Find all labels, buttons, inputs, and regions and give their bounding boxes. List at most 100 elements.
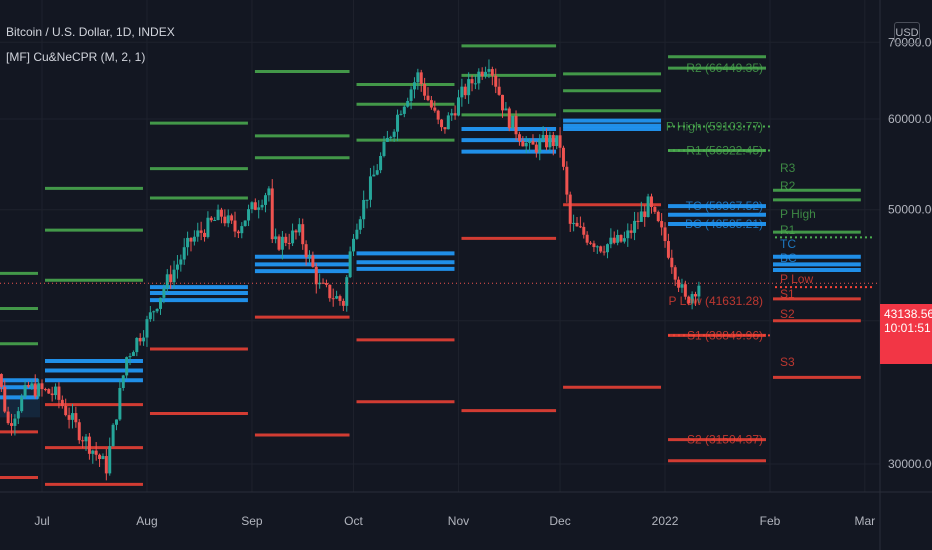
candle-body bbox=[338, 296, 342, 301]
candle-body bbox=[240, 226, 244, 234]
candle-body bbox=[690, 294, 694, 304]
candle-body bbox=[575, 222, 579, 227]
candle-body bbox=[548, 135, 552, 148]
candle-body bbox=[70, 413, 74, 420]
candle-body bbox=[196, 230, 200, 237]
candle-body bbox=[291, 230, 295, 244]
level-label-feb: S2 bbox=[780, 307, 795, 321]
candle-body bbox=[568, 194, 572, 224]
candle-body bbox=[6, 411, 10, 424]
candle-body bbox=[633, 220, 637, 233]
candle-body bbox=[352, 238, 356, 252]
currency-button[interactable]: USD bbox=[894, 22, 920, 44]
candle-body bbox=[219, 209, 223, 217]
candle-body bbox=[656, 211, 660, 222]
candle-body bbox=[609, 237, 613, 245]
candle-body bbox=[670, 257, 674, 268]
candle-body bbox=[341, 300, 345, 306]
candle-body bbox=[54, 386, 58, 396]
candle-body bbox=[355, 229, 359, 239]
candle-body bbox=[199, 230, 203, 233]
candle-body bbox=[226, 215, 230, 224]
candle-body bbox=[26, 385, 30, 387]
candle-body bbox=[23, 385, 27, 397]
x-tick-label: Dec bbox=[549, 514, 570, 528]
candle-body bbox=[57, 386, 61, 400]
bar-countdown: 10:01:51 bbox=[884, 321, 931, 335]
candle-body bbox=[165, 274, 169, 289]
candle-body bbox=[473, 83, 477, 85]
candle-body bbox=[392, 131, 396, 137]
candle-body bbox=[358, 219, 362, 230]
candle-body bbox=[253, 202, 257, 210]
candle-body bbox=[159, 297, 163, 309]
candle-body bbox=[138, 337, 142, 342]
candle-body bbox=[507, 108, 511, 129]
candle-body bbox=[585, 234, 589, 243]
candle-body bbox=[10, 423, 14, 426]
candle-body bbox=[677, 279, 681, 288]
candle-body bbox=[653, 206, 657, 212]
candle-body bbox=[531, 141, 535, 145]
candle-body bbox=[121, 375, 125, 389]
candle-body bbox=[77, 422, 81, 441]
candle-body bbox=[250, 202, 254, 210]
candle-body bbox=[87, 436, 91, 454]
candle-body bbox=[257, 207, 261, 210]
candle-body bbox=[236, 231, 240, 234]
candle-body bbox=[443, 127, 447, 130]
candle-body bbox=[602, 251, 606, 253]
candle-body bbox=[321, 282, 325, 284]
last-price-value: 43138.56 bbox=[884, 307, 932, 321]
candle-body bbox=[311, 255, 315, 267]
candle-body bbox=[67, 415, 71, 420]
candle-body bbox=[114, 419, 118, 425]
level-label-feb: R2 bbox=[780, 179, 796, 193]
candle-body bbox=[501, 94, 505, 111]
candle-body bbox=[666, 241, 670, 258]
candle-body bbox=[375, 170, 379, 175]
candle-body bbox=[480, 71, 484, 77]
candle-body bbox=[43, 389, 47, 391]
candle-body bbox=[463, 86, 467, 96]
candle-body bbox=[416, 72, 420, 83]
x-tick-label: 2022 bbox=[652, 514, 679, 528]
candle-body bbox=[131, 352, 135, 357]
symbol-title: Bitcoin / U.S. Dollar, 1D, INDEX bbox=[6, 25, 175, 39]
level-label-feb: S3 bbox=[780, 355, 795, 369]
candle-body bbox=[561, 147, 565, 167]
candle-body bbox=[426, 95, 430, 101]
candle-body bbox=[524, 142, 528, 147]
indicator-legend[interactable]: [MF] Cu&NeCPR (M, 2, 1) bbox=[6, 50, 146, 64]
candle-body bbox=[402, 106, 406, 114]
level-label-feb: R3 bbox=[780, 161, 796, 175]
candle-body bbox=[643, 211, 647, 217]
candle-body bbox=[16, 411, 20, 419]
x-tick-label: Aug bbox=[136, 514, 157, 528]
level-label-jan: BC (48585.21) bbox=[685, 217, 763, 231]
candle-body bbox=[612, 237, 616, 243]
candle-body bbox=[206, 217, 210, 237]
x-tick-label: Jul bbox=[34, 514, 49, 528]
candle-body bbox=[490, 69, 494, 76]
candle-body bbox=[636, 220, 640, 222]
candle-body bbox=[389, 136, 393, 138]
level-label-feb: S1 bbox=[780, 287, 795, 301]
candle-body bbox=[189, 237, 193, 242]
candle-body bbox=[203, 232, 207, 237]
candle-body bbox=[429, 100, 433, 108]
candle-body bbox=[436, 110, 440, 120]
candle-body bbox=[592, 243, 596, 248]
candle-body bbox=[368, 176, 372, 200]
candle-body bbox=[406, 100, 410, 107]
candle-body bbox=[348, 251, 352, 278]
candle-body bbox=[148, 312, 152, 320]
candle-body bbox=[318, 282, 322, 285]
candle-body bbox=[456, 97, 460, 116]
level-label-jan: P Low (41631.28) bbox=[668, 294, 763, 308]
candle-body bbox=[622, 238, 626, 242]
candle-body bbox=[649, 196, 653, 207]
candle-body bbox=[13, 418, 17, 426]
candle-body bbox=[382, 141, 386, 156]
